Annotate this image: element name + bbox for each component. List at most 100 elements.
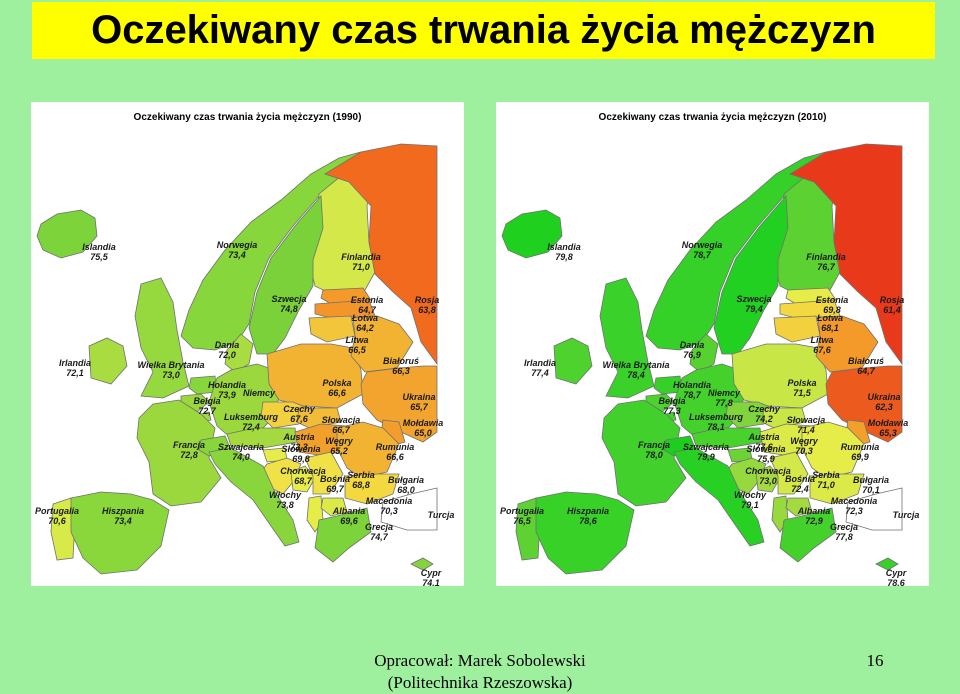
country-rosja (324, 143, 438, 366)
country-label-hiszpania: Hiszpania 78,6 (567, 506, 609, 526)
country-macedonia (785, 497, 813, 517)
country-bulgaria (344, 473, 400, 505)
country-name: Ukraina (402, 392, 436, 402)
country-label-szwecja: Szwecja 74,8 (271, 294, 306, 314)
country-islandia (36, 209, 98, 259)
country-name: Łotwa (817, 313, 843, 323)
country-name: Szwecja (736, 294, 772, 304)
country-name: Wielka Brytania (602, 360, 670, 370)
country-name: Hiszpania (101, 506, 145, 516)
country-label-niemcy: Niemcy 77,8 (708, 388, 740, 408)
country-value: 70,3 (380, 506, 398, 516)
country-value: 70,6 (48, 516, 66, 526)
title-banner: Oczekiwany czas trwania życia mężczyzn (32, 2, 935, 59)
country-name: Polska (322, 378, 352, 388)
country-name: Irlandia (523, 358, 557, 368)
country-name: Grecja (364, 522, 394, 532)
country-name: Bośnia (784, 474, 816, 484)
country-name: Niemcy (242, 388, 276, 398)
country-bosnia (755, 465, 781, 493)
country-name: Belgia (658, 396, 686, 406)
country-litwa (773, 315, 821, 343)
country-czechy (725, 401, 773, 429)
country-label-belgia: Belgia 72,7 (193, 396, 220, 416)
country-name: Włochy (268, 490, 302, 500)
country-value: 62,3 (875, 402, 893, 412)
country-name: Rosja (414, 295, 440, 305)
country-value: 78,0 (645, 450, 663, 460)
country-label-irlandia: Irlandia 72,1 (59, 358, 91, 378)
country-label-bulgaria: Bułgaria 70,1 (853, 475, 889, 495)
country-wlochy (208, 447, 300, 547)
country-name: Belgia (193, 396, 221, 406)
country-value: 65,2 (330, 446, 348, 456)
country-label-szwecja: Szwecja 79,4 (736, 294, 771, 314)
country-label-holandia: Holandia 78,7 (673, 380, 711, 400)
country-label-szwajcaria: Szwajcaria 79,9 (683, 442, 729, 462)
country-hiszpania (70, 491, 170, 575)
country-name: Albania (797, 506, 831, 516)
country-label-bulgaria: Bułgaria 68,0 (388, 475, 424, 495)
country-value: 63,8 (418, 305, 436, 315)
country-name: Austria (748, 432, 780, 442)
country-label-bialorus: Białoruś 64,7 (848, 356, 884, 376)
map-1990: Oczekiwany czas trwania życia mężczyzn (… (31, 102, 464, 586)
country-serbia (304, 451, 344, 495)
country-name: Czechy (748, 404, 780, 414)
country-value: 71,0 (352, 262, 370, 272)
country-value: 78,7 (693, 250, 711, 260)
country-value: 77,8 (835, 532, 853, 542)
country-name: Litwa (810, 335, 834, 345)
country-label-francja: Francja 72,8 (173, 440, 205, 460)
country-label-slowenia: Słowenia 69,8 (281, 444, 320, 464)
country-value: 76,7 (817, 262, 835, 272)
country-bulgaria (809, 473, 865, 505)
country-name: Portugalia (34, 506, 80, 516)
country-label-turcja: Turcja (428, 510, 455, 520)
country-value: 73,4 (228, 250, 246, 260)
map-title: Oczekiwany czas trwania życia mężczyzn (… (133, 112, 362, 123)
country-holandia (653, 375, 683, 395)
country-value: 74,7 (370, 532, 388, 542)
country-cypr (875, 557, 899, 571)
country-serbia (769, 451, 809, 495)
country-label-austria: Austria 77,6 (748, 432, 779, 452)
country-ukraina (825, 365, 903, 443)
country-label-polska: Polska 66,6 (322, 378, 351, 398)
country-label-austria: Austria 72,3 (283, 432, 314, 452)
country-label-cypr: Cypr 78,6 (886, 568, 907, 586)
country-name: Szwecja (271, 294, 307, 304)
country-label-wegry: Węgry 65,2 (325, 436, 353, 456)
country-name: Dania (214, 340, 240, 350)
country-value: 72,9 (805, 516, 823, 526)
country-czechy (260, 401, 308, 429)
country-label-ukraina: Ukraina 62,3 (867, 392, 900, 412)
map-title: Oczekiwany czas trwania życia mężczyzn (… (598, 112, 827, 123)
country-label-dania: Dania 72,0 (215, 340, 240, 360)
country-value: 66,3 (392, 366, 410, 376)
country-label-irlandia: Irlandia 77,4 (524, 358, 556, 378)
country-name: Estonia (350, 295, 384, 305)
country-label-turcja: Turcja (893, 510, 920, 520)
country-irlandia (88, 337, 128, 385)
country-lotwa (314, 299, 376, 319)
country-value: 78,4 (627, 370, 645, 380)
country-label-wielka-brytania: Wielka Brytania 78,4 (603, 360, 670, 380)
country-hiszpania (535, 491, 635, 575)
country-wielka-brytania (134, 277, 190, 399)
country-name: Słowenia (746, 444, 786, 454)
country-label-albania: Albania 72,9 (798, 506, 831, 526)
country-label-szwajcaria: Szwajcaria 74,0 (218, 442, 264, 462)
country-value: 64,2 (356, 323, 374, 333)
country-label-chorwacja: Chorwacja 68,7 (280, 466, 326, 486)
country-name: Cypr (420, 568, 442, 578)
country-value: 74,8 (280, 304, 298, 314)
country-name: Białoruś (382, 356, 420, 366)
country-name: Białoruś (847, 356, 885, 366)
country-name: Czechy (283, 404, 315, 414)
country-name: Bułgaria (387, 475, 425, 485)
country-label-niemcy: Niemcy (243, 388, 275, 398)
country-label-wlochy: Włochy 79,1 (734, 490, 766, 510)
country-name: Holandia (672, 380, 712, 390)
country-label-slowacja: Słowacja 71,4 (787, 415, 826, 435)
